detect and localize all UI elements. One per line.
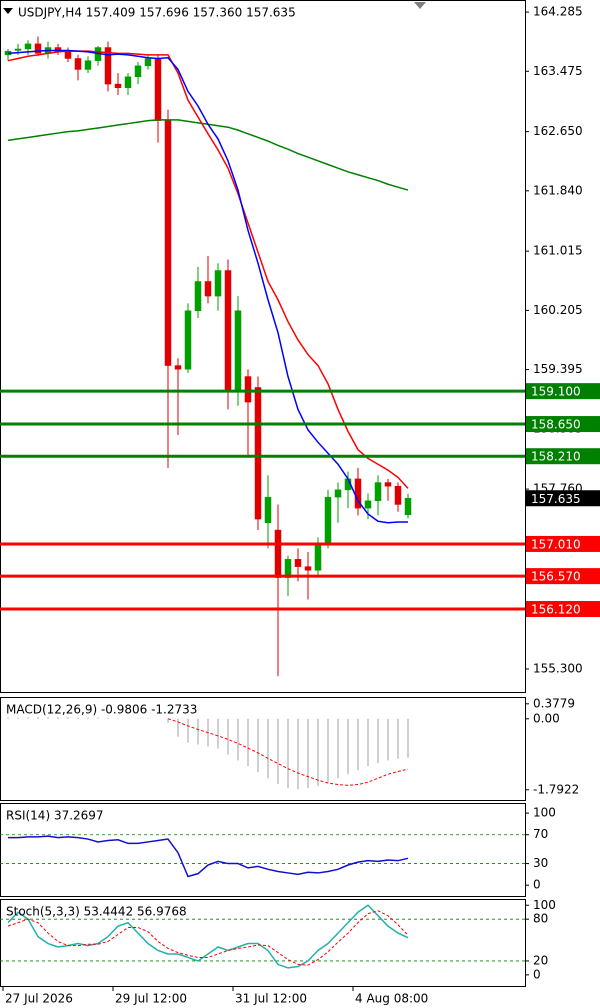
- y-tick-label: 20: [533, 953, 548, 967]
- candle-body: [64, 50, 72, 59]
- candle-body: [334, 489, 342, 498]
- indicator-line: [8, 835, 409, 878]
- candle-body: [144, 58, 152, 67]
- candle-body: [134, 65, 142, 78]
- panel-title: USDJPY,H4 157.409 157.696 157.360 157.63…: [18, 6, 296, 20]
- price-level-tag: [526, 416, 600, 433]
- candle-body: [74, 58, 82, 70]
- y-tick-label: 30: [533, 856, 548, 870]
- candle-body: [174, 365, 182, 370]
- shift-marker: [414, 2, 426, 9]
- candle-body: [184, 310, 192, 370]
- candle-body: [154, 58, 162, 121]
- candle-body: [314, 544, 322, 571]
- panel-frame: [0, 803, 526, 897]
- panel-title: Stoch(5,3,3) 53.4442 56.9768: [6, 905, 187, 919]
- candle-body: [274, 529, 282, 578]
- y-tick-label: 164.285: [533, 5, 583, 19]
- candle-body: [164, 120, 172, 366]
- candle-body: [374, 482, 382, 502]
- x-tick-label: 31 Jul 12:00: [235, 992, 307, 1006]
- price-level-tag: [526, 535, 600, 552]
- y-tick-label: 80: [533, 912, 548, 926]
- candle-body: [34, 43, 42, 54]
- price-level-tag: [526, 448, 600, 465]
- panel-title: MACD(12,26,9) -0.9806 -1.2733: [6, 703, 197, 717]
- price-level-tag: [526, 568, 600, 585]
- menu-arrow: [3, 8, 13, 14]
- candle-body: [304, 566, 312, 571]
- y-tick-label: 0.00: [533, 711, 560, 725]
- indicator-line: [7, 904, 409, 969]
- candle-body: [254, 387, 262, 520]
- price-level-label: 157.010: [531, 537, 581, 551]
- panel-title: RSI(14) 37.2697: [6, 809, 104, 823]
- price-level-tag: [526, 601, 600, 618]
- candle-body: [124, 76, 132, 88]
- y-tick-label: 70: [533, 827, 548, 841]
- x-tick-label: 27 Jul 2026: [5, 992, 73, 1006]
- candle-body: [234, 310, 242, 392]
- candle-body: [264, 496, 272, 523]
- price-level-label: 158.650: [531, 418, 581, 432]
- price-level-label: 158.210: [531, 450, 581, 464]
- candle-body: [204, 281, 212, 297]
- y-tick-label: 0: [533, 878, 541, 892]
- signal-line: [167, 718, 409, 786]
- current-price-label: 157.635: [531, 492, 581, 506]
- candle-body: [194, 281, 202, 311]
- y-tick-label: 163.475: [533, 64, 583, 78]
- price-level-label: 156.570: [531, 570, 581, 584]
- candle-body: [24, 43, 32, 50]
- candle-body: [84, 60, 92, 70]
- candle-body: [364, 500, 372, 509]
- y-tick-label: 100: [533, 806, 556, 820]
- candle-body: [14, 48, 22, 51]
- candle-body: [224, 270, 232, 392]
- signal-line: [7, 910, 409, 966]
- x-tick-label: 29 Jul 12:00: [115, 992, 187, 1006]
- price-level-label: 159.100: [531, 385, 581, 399]
- y-tick-label: 100: [533, 898, 556, 912]
- candle-body: [324, 496, 332, 545]
- y-tick-label: 0: [533, 967, 541, 981]
- y-tick-label: 155.300: [533, 661, 583, 675]
- price-level-tag: [526, 383, 600, 400]
- candle-body: [114, 83, 122, 88]
- candle-body: [394, 485, 402, 505]
- candle-body: [384, 482, 392, 487]
- y-tick-label: 160.205: [533, 303, 583, 317]
- candle-body: [294, 559, 302, 567]
- y-tick-label: 0.3779: [533, 696, 575, 710]
- panel-frame: [0, 0, 526, 693]
- candle-body: [214, 270, 222, 297]
- y-tick-label: 159.395: [533, 362, 583, 376]
- current-price-tag: [526, 490, 600, 507]
- indicator-line: [7, 49, 408, 524]
- candle-body: [104, 47, 112, 85]
- panel-frame: [0, 899, 526, 987]
- x-tick-label: 4 Aug 08:00: [355, 992, 428, 1006]
- y-tick-label: 161.015: [533, 244, 583, 258]
- candle-body: [404, 498, 412, 516]
- y-tick-label: 162.650: [533, 124, 583, 138]
- y-tick-label: -1.7922: [533, 782, 579, 796]
- price-level-label: 156.120: [531, 603, 581, 617]
- panel-frame: [0, 697, 526, 801]
- y-tick-label: 161.840: [533, 183, 583, 197]
- candle-body: [244, 376, 252, 403]
